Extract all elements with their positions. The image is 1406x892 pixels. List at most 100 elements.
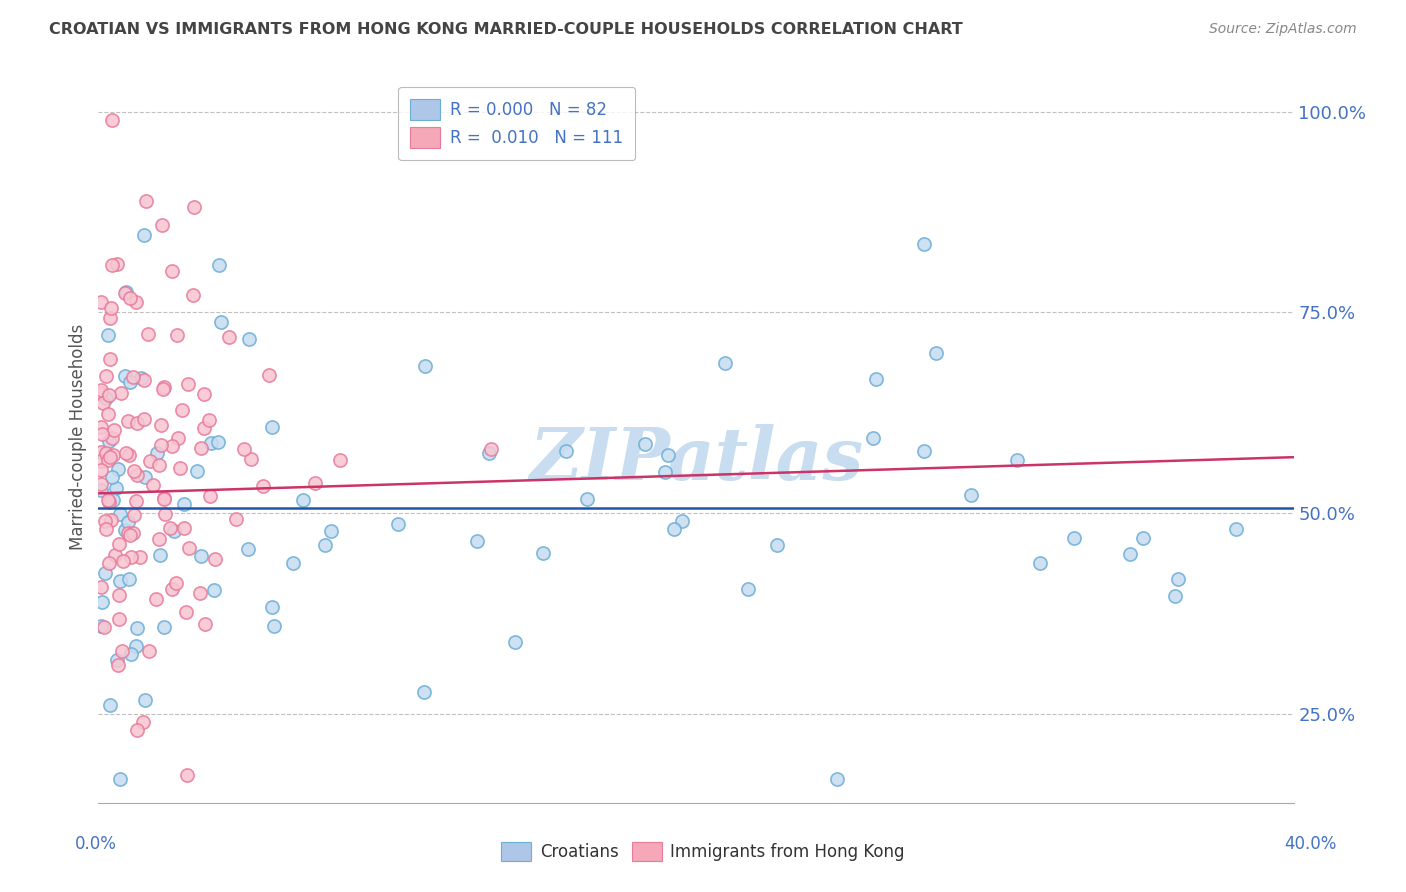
Point: [142, 478, 165, 492]
Point: [108, 588, 131, 602]
Point: [183, 200, 205, 214]
Point: [118, 527, 141, 541]
Point: [200, 489, 222, 503]
Point: [413, 359, 436, 374]
Point: [97, 556, 120, 570]
Point: [150, 417, 173, 432]
Point: [176, 767, 198, 781]
Point: [104, 481, 127, 495]
Point: [107, 257, 129, 271]
Point: [260, 419, 283, 434]
Point: [283, 556, 305, 570]
Point: [107, 462, 129, 476]
Point: [120, 550, 142, 565]
Point: [100, 258, 122, 272]
Text: ZIPatlas: ZIPatlas: [529, 424, 863, 494]
Point: [145, 591, 167, 606]
Point: [252, 479, 274, 493]
Point: [865, 372, 887, 386]
Point: [134, 693, 156, 707]
Point: [194, 617, 217, 632]
Point: [97, 388, 120, 402]
Point: [181, 288, 204, 302]
Point: [714, 356, 737, 370]
Point: [145, 446, 167, 460]
Y-axis label: Married-couple Households: Married-couple Households: [69, 324, 87, 550]
Point: [105, 653, 128, 667]
Point: [202, 583, 225, 598]
Point: [169, 460, 191, 475]
Point: [100, 301, 122, 315]
Point: [959, 488, 981, 502]
Point: [101, 112, 124, 127]
Point: [114, 446, 136, 460]
Point: [100, 432, 122, 446]
Point: [107, 657, 129, 672]
Point: [190, 549, 212, 564]
Legend: Croatians, Immigrants from Hong Kong: Croatians, Immigrants from Hong Kong: [495, 835, 911, 868]
Point: [153, 620, 176, 634]
Point: [554, 444, 576, 458]
Point: [98, 351, 121, 366]
Point: [98, 434, 121, 449]
Text: CROATIAN VS IMMIGRANTS FROM HONG KONG MARRIED-COUPLE HOUSEHOLDS CORRELATION CHAR: CROATIAN VS IMMIGRANTS FROM HONG KONG MA…: [49, 22, 963, 37]
Point: [90, 463, 112, 477]
Text: 40.0%: 40.0%: [1284, 835, 1337, 853]
Point: [236, 542, 259, 557]
Point: [97, 492, 120, 507]
Point: [160, 582, 183, 597]
Point: [125, 494, 148, 508]
Point: [129, 371, 152, 385]
Point: [1164, 589, 1187, 603]
Point: [134, 470, 156, 484]
Point: [90, 419, 112, 434]
Point: [94, 369, 117, 384]
Point: [825, 772, 848, 786]
Point: [304, 476, 326, 491]
Point: [114, 369, 136, 384]
Point: [160, 263, 183, 277]
Point: [177, 541, 200, 555]
Point: [122, 464, 145, 478]
Point: [118, 375, 141, 389]
Text: Source: ZipAtlas.com: Source: ZipAtlas.com: [1209, 22, 1357, 37]
Point: [93, 620, 115, 634]
Point: [90, 454, 112, 468]
Point: [120, 647, 142, 661]
Point: [94, 566, 117, 580]
Point: [232, 442, 254, 457]
Text: 0.0%: 0.0%: [75, 835, 117, 853]
Point: [114, 285, 136, 300]
Point: [188, 586, 211, 600]
Point: [503, 635, 526, 649]
Point: [94, 391, 117, 405]
Point: [103, 423, 125, 437]
Point: [96, 328, 118, 343]
Point: [329, 453, 352, 467]
Point: [387, 517, 409, 532]
Point: [94, 514, 117, 528]
Point: [111, 554, 134, 568]
Point: [129, 549, 152, 564]
Point: [90, 477, 112, 491]
Point: [1225, 523, 1247, 537]
Point: [208, 258, 231, 272]
Point: [413, 685, 436, 699]
Point: [108, 574, 131, 588]
Point: [125, 621, 148, 635]
Point: [90, 580, 112, 594]
Point: [97, 495, 120, 509]
Point: [90, 386, 112, 401]
Point: [737, 582, 759, 596]
Point: [101, 493, 124, 508]
Point: [90, 483, 112, 498]
Point: [193, 386, 215, 401]
Point: [115, 285, 138, 299]
Point: [200, 436, 222, 450]
Point: [132, 227, 155, 242]
Point: [149, 548, 172, 562]
Point: [193, 421, 215, 435]
Point: [1063, 531, 1085, 545]
Point: [531, 546, 554, 560]
Point: [257, 368, 280, 383]
